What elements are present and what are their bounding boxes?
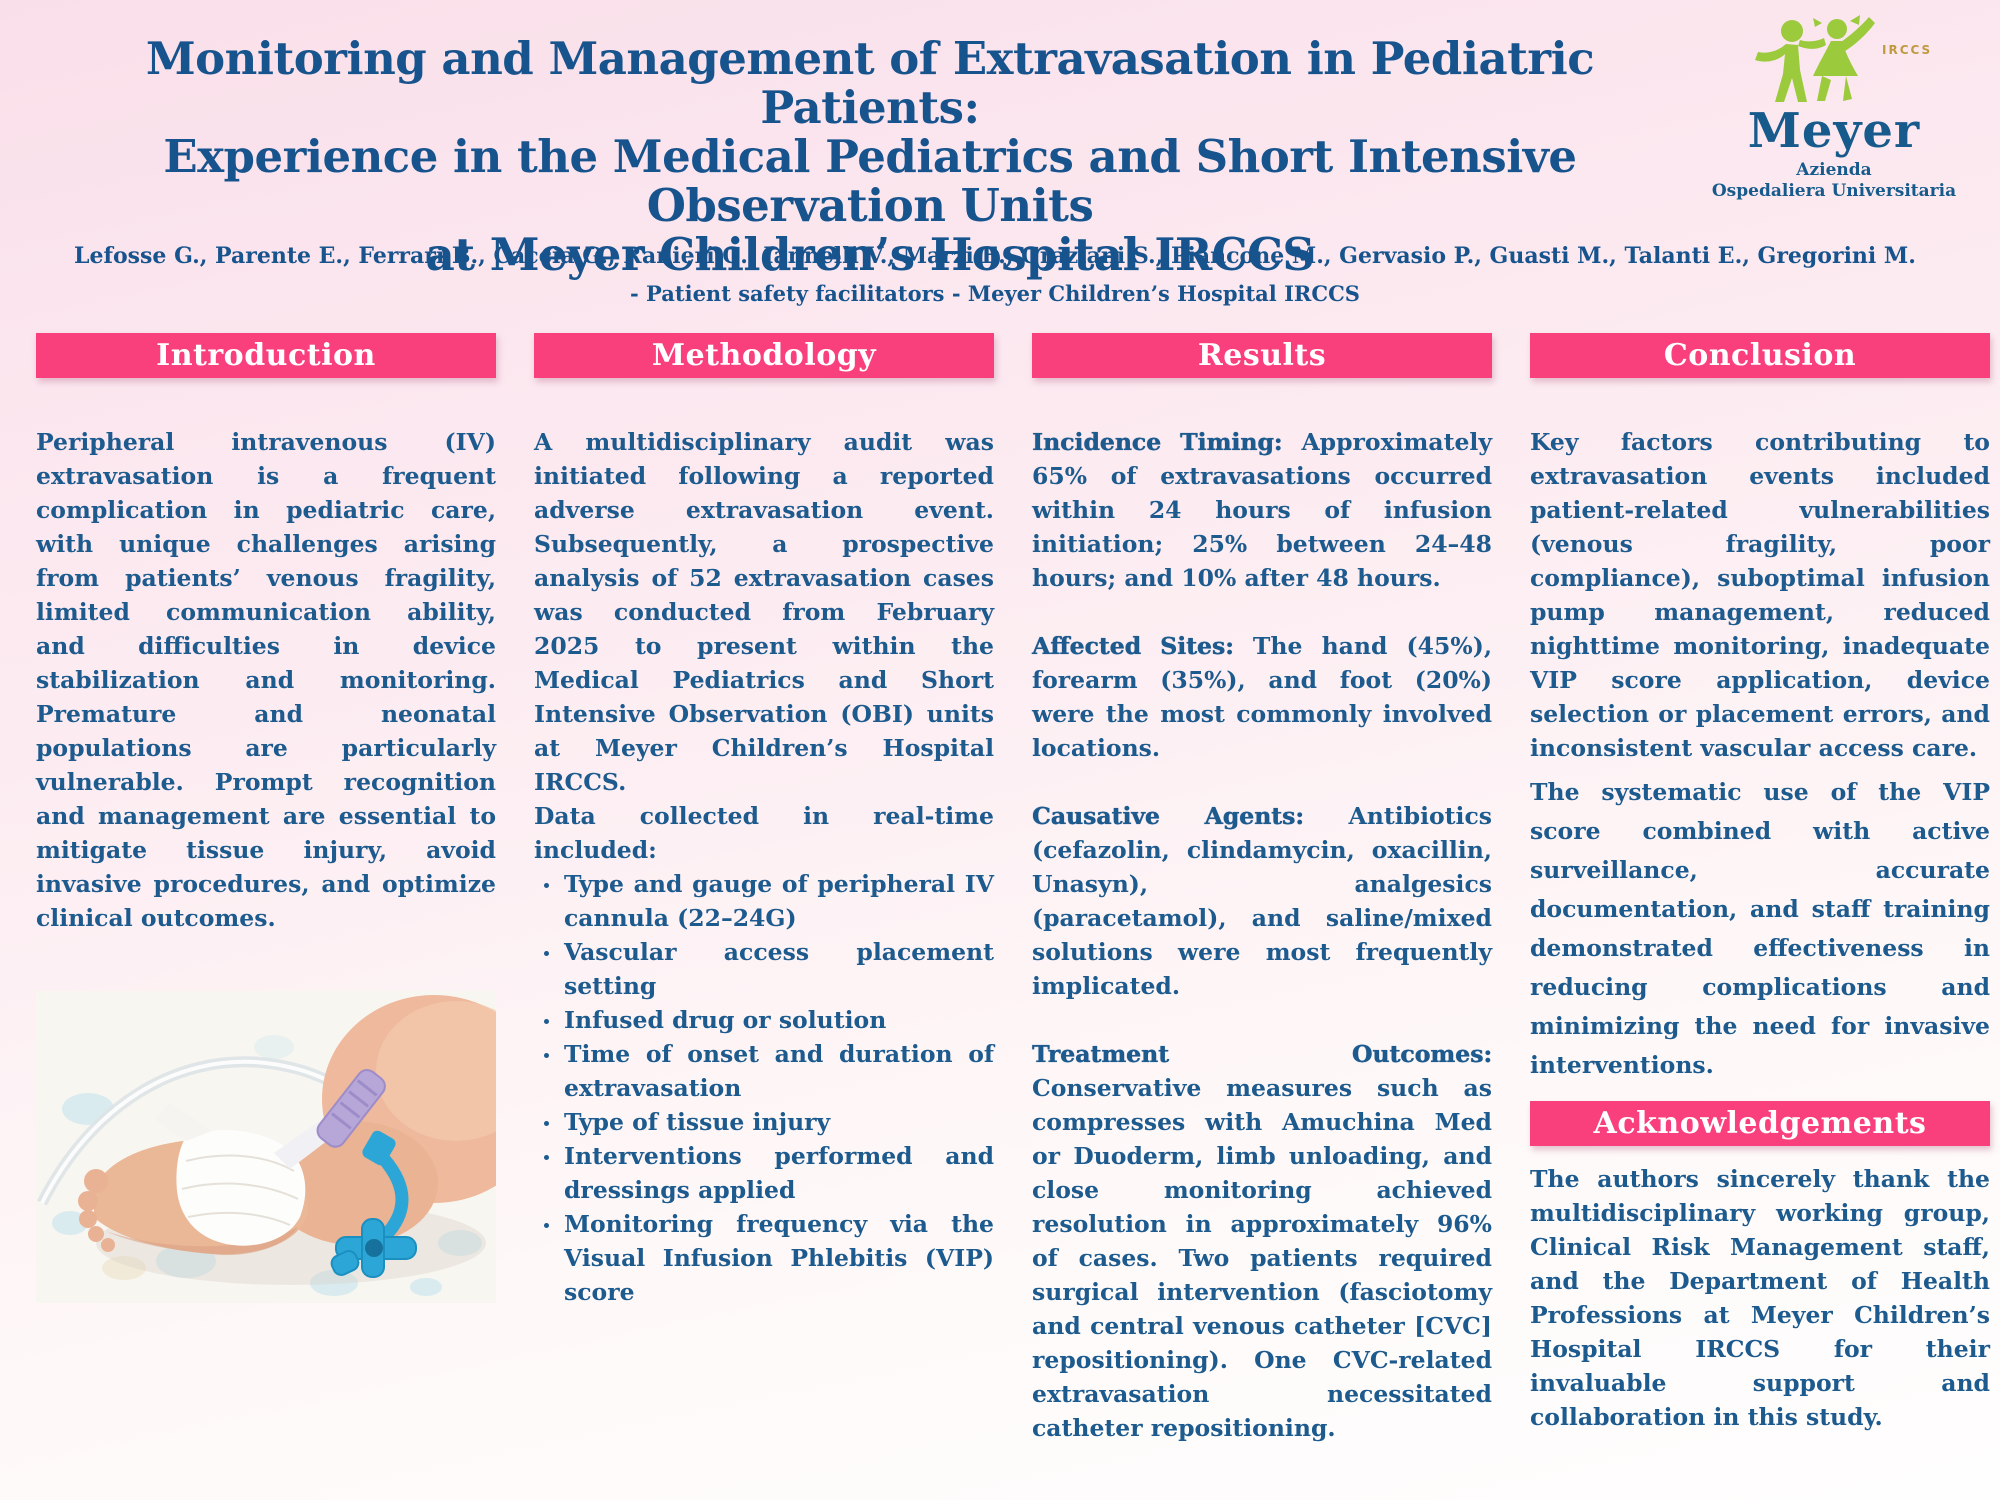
logo-brand-text: Meyer: [1747, 103, 1921, 159]
authors-line: Lefosse G., Parente E., Ferrari B., Cacc…: [74, 243, 1916, 269]
methodology-header: Methodology: [534, 333, 994, 378]
list-item: Monitoring frequency via the Visual Infu…: [534, 1207, 994, 1309]
section-methodology: Methodology A multidisciplinary audit wa…: [534, 333, 994, 1309]
results-header: Results: [1032, 333, 1492, 378]
results-lead-incidence: Incidence Timing:: [1032, 428, 1283, 456]
baby-foot-iv-photo: [36, 991, 496, 1303]
acknowledgements-paragraph: The authors sincerely thank the multidis…: [1530, 1165, 1990, 1431]
poster-title-line-2: Experience in the Medical Pediatrics and…: [163, 130, 1577, 232]
results-lead-sites: Affected Sites:: [1032, 632, 1234, 660]
baby-foot-iv-illustration: [36, 991, 496, 1303]
logo-subtitle-line-1: Azienda: [1796, 160, 1872, 180]
methodology-list: Type and gauge of peripheral IV cannula …: [534, 867, 994, 1309]
conclusion-paragraph-1: Key factors contributing to extravasatio…: [1530, 428, 1990, 762]
methodology-list-intro: Data collected in real-time included:: [534, 802, 994, 864]
introduction-paragraph: Peripheral intravenous (IV) extravasatio…: [36, 428, 496, 932]
dancing-children-icon: IRCCS: [1755, 15, 1932, 102]
results-text-agents: Antibiotics (cefazolin, clindamycin, oxa…: [1032, 802, 1492, 1000]
section-conclusion: Conclusion Key factors contributing to e…: [1530, 333, 1990, 1434]
section-introduction: Introduction Peripheral intravenous (IV)…: [36, 333, 496, 1303]
results-text-outcomes: Conservative measures such as compresses…: [1032, 1074, 1492, 1442]
acknowledgements-header: Acknowledgements: [1530, 1101, 1990, 1146]
poster-title: Monitoring and Management of Extravasati…: [70, 34, 1670, 279]
conclusion-body: Key factors contributing to extravasatio…: [1530, 425, 1990, 1085]
methodology-body: A multidisciplinary audit was initiated …: [534, 425, 994, 1309]
results-paragraph-incidence: Incidence Timing: Approximately 65% of e…: [1032, 425, 1492, 595]
section-results: Results Incidence Timing: Approximately …: [1032, 333, 1492, 1445]
conclusion-header: Conclusion: [1530, 333, 1990, 378]
irccs-label: IRCCS: [1882, 43, 1932, 57]
results-paragraph-outcomes: Treatment Outcomes: Conservative measure…: [1032, 1037, 1492, 1445]
results-lead-agents: Causative Agents:: [1032, 802, 1304, 830]
results-text-incidence: Approximately 65% of extravasations occu…: [1032, 428, 1493, 592]
meyer-logo: IRCCS Meyer Azienda Ospedaliera Universi…: [1694, 14, 1974, 202]
introduction-header: Introduction: [36, 333, 496, 378]
list-item: Infused drug or solution: [534, 1003, 994, 1037]
introduction-body: Peripheral intravenous (IV) extravasatio…: [36, 425, 496, 935]
conclusion-paragraph-2: The systematic use of the VIP score comb…: [1530, 778, 1990, 1079]
methodology-paragraph: A multidisciplinary audit was initiated …: [534, 428, 994, 796]
poster-title-line-3: at Meyer Children’s Hospital IRCCS: [425, 228, 1315, 281]
poster-title-line-1: Monitoring and Management of Extravasati…: [145, 32, 1595, 134]
results-lead-outcomes: Treatment Outcomes:: [1032, 1040, 1492, 1068]
list-item: Type of tissue injury: [534, 1105, 994, 1139]
affiliation-line: - Patient safety facilitators - Meyer Ch…: [630, 281, 1360, 306]
list-item: Type and gauge of peripheral IV cannula …: [534, 867, 994, 935]
results-paragraph-sites: Affected Sites: The hand (45%), forearm …: [1032, 629, 1492, 765]
results-paragraph-agents: Causative Agents: Antibiotics (cefazolin…: [1032, 799, 1492, 1003]
list-item: Interventions performed and dressings ap…: [534, 1139, 994, 1207]
results-text-sites: The hand (45%), forearm (35%), and foot …: [1032, 632, 1493, 762]
acknowledgements-body: The authors sincerely thank the multidis…: [1530, 1162, 1990, 1434]
logo-subtitle-line-2: Ospedaliera Universitaria: [1711, 181, 1957, 201]
list-item: Time of onset and duration of extravasat…: [534, 1037, 994, 1105]
list-item: Vascular access placement setting: [534, 935, 994, 1003]
results-body: Incidence Timing: Approximately 65% of e…: [1032, 425, 1492, 1445]
